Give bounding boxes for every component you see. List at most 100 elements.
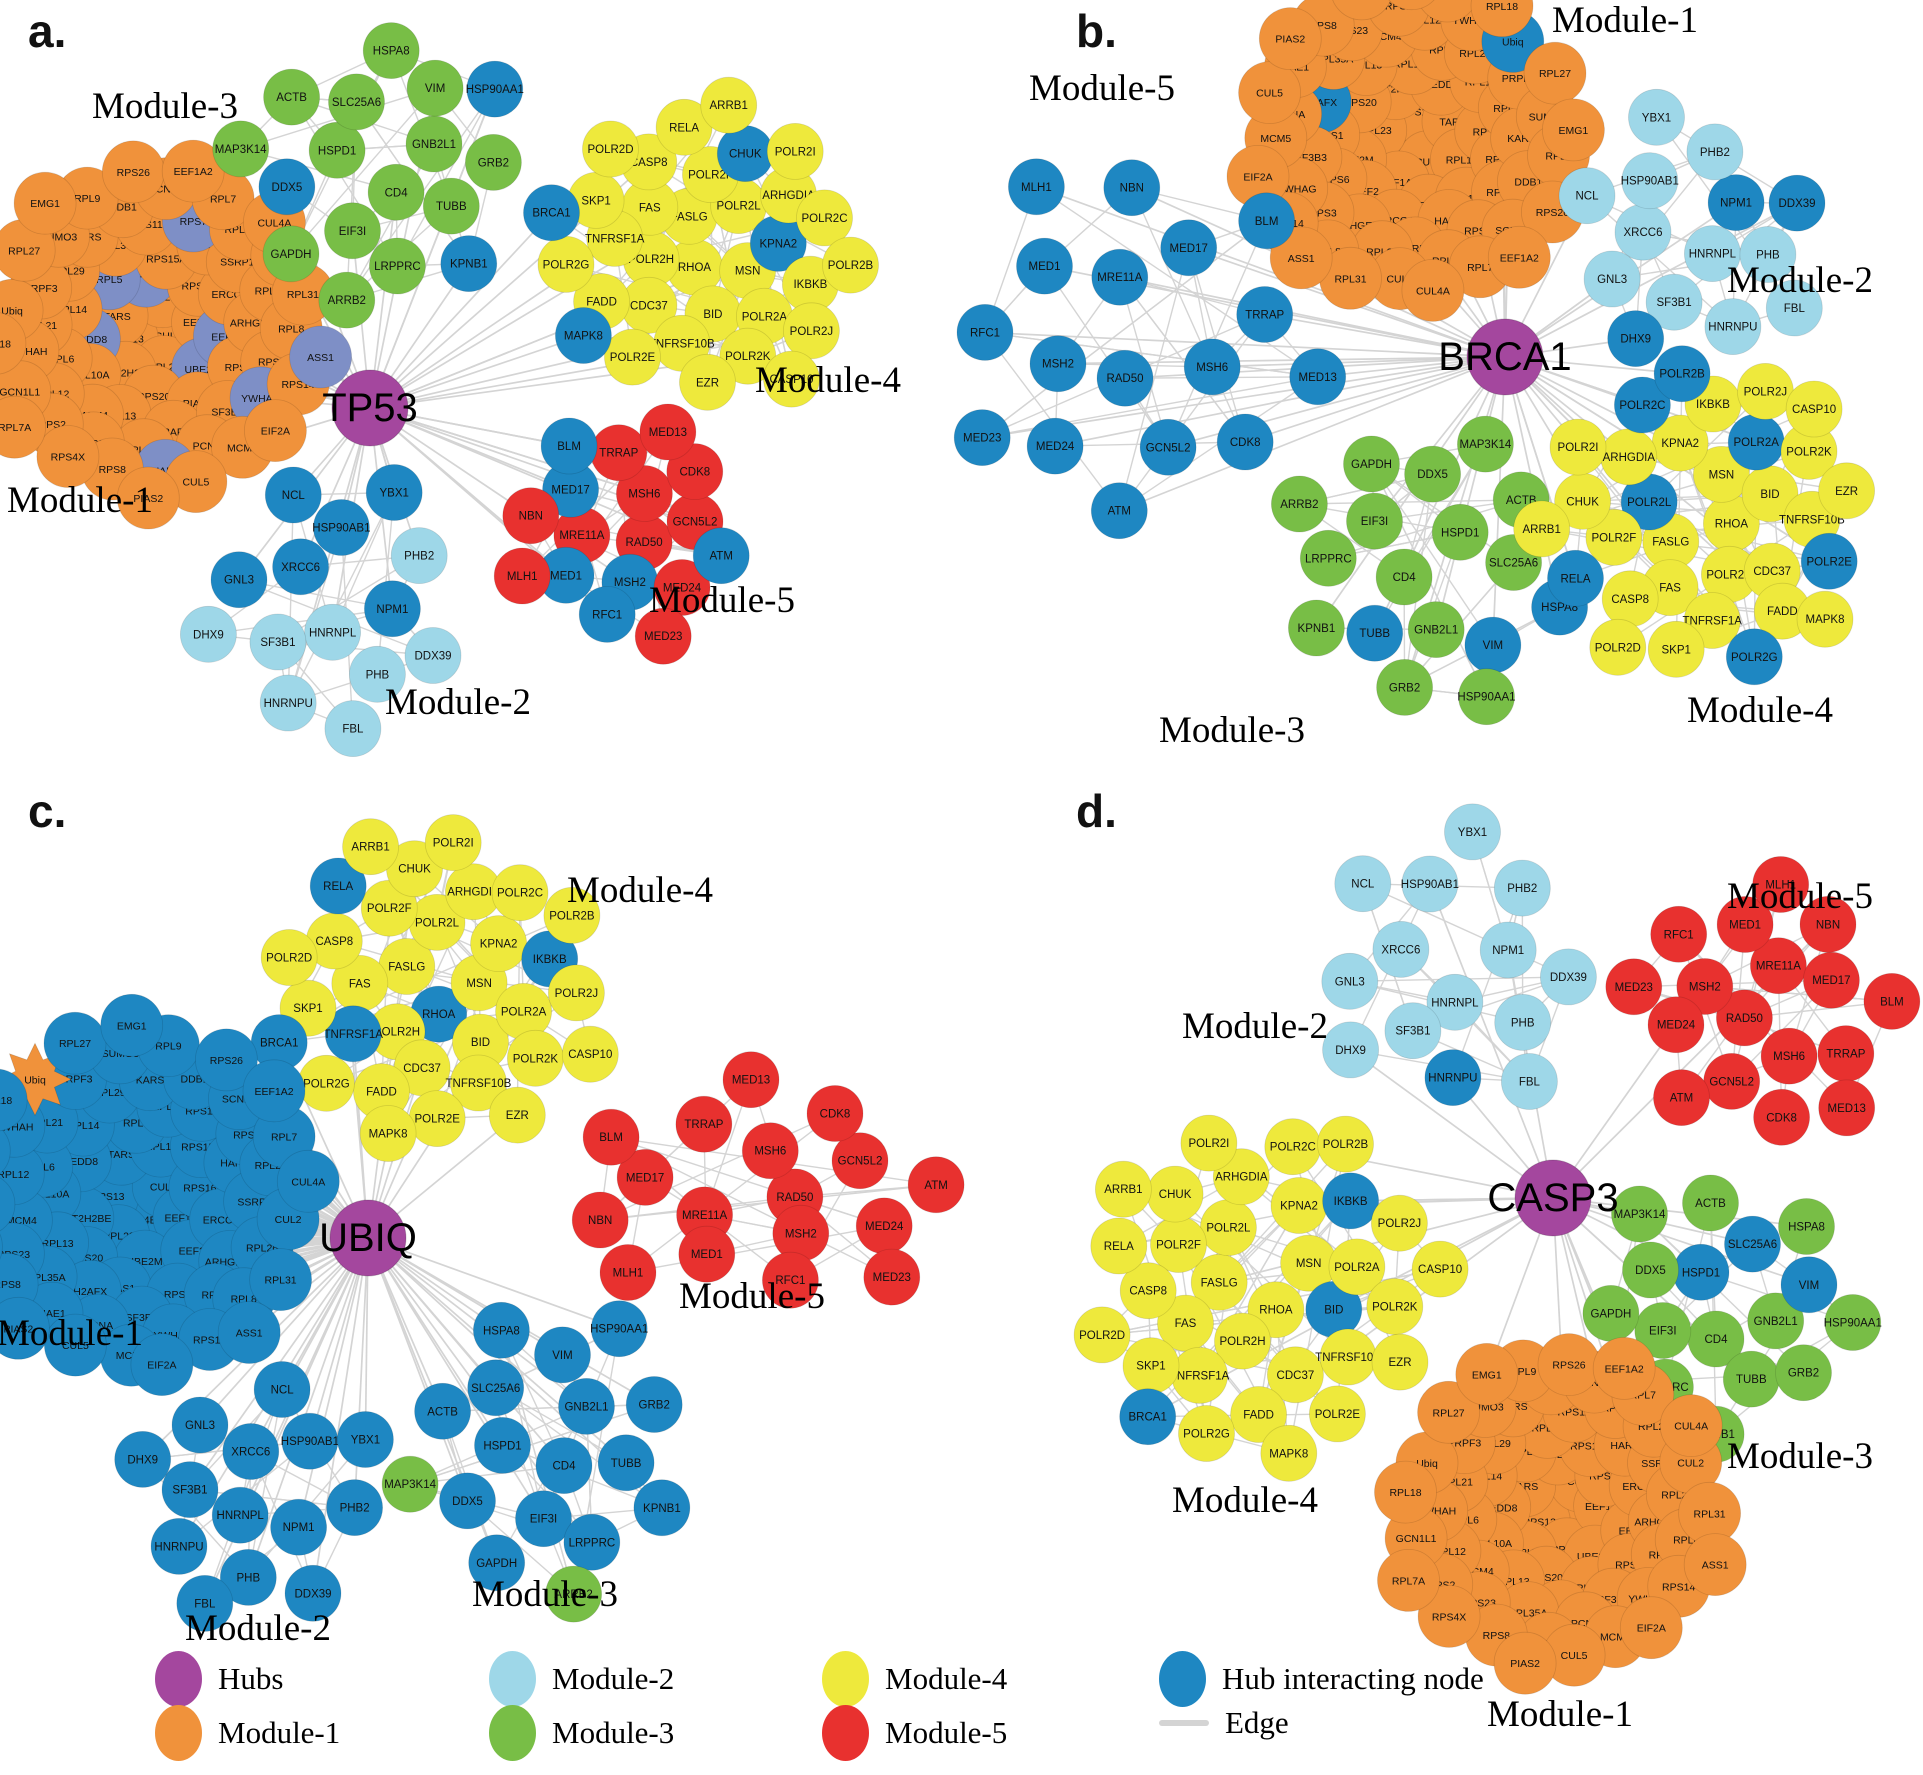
node-label: MED23 [963,433,1001,445]
node-label: POLR2J [555,988,598,1000]
node-label: TNFRSF10B [1779,514,1845,526]
nodes: RHOA FASLG MSN POLR2H POLR2L BID FAS KPNA2 CDC37… [0,814,965,1632]
node-CDK8: CDK8 [1753,1088,1810,1146]
node-label: PHB [1756,250,1780,262]
node-label: SF3B1 [1657,297,1692,309]
node-CASP8: CASP8 [1601,570,1659,628]
legend-color-swatch [155,1651,202,1707]
node-label: KPNB1 [1298,623,1336,635]
node-MLH1: MLH1 [1752,856,1810,913]
node-label: RPS20 [1344,97,1377,109]
node-label: POLR2H [1219,1336,1265,1348]
node-POLR2B: POLR2B [1317,1115,1374,1173]
node-NCL: NCL [264,466,322,524]
node-label: RPL7 [210,194,236,206]
node-label: RPS26 [117,167,150,179]
module-label-module-1: Module-1 [1487,1694,1633,1735]
node-TUBB: TUBB [597,1434,655,1492]
node-label: FAS [639,202,661,214]
node-POLR2F: POLR2F [1585,509,1643,566]
node-label: MAP3K14 [1614,1209,1666,1221]
node-ARRB2: ARRB2 [318,271,376,329]
node-HSP90AB1: HSP90AB1 [1621,152,1679,210]
node-label: BID [703,309,722,321]
node-DHX9: DHX9 [1322,1021,1379,1079]
node-NBN: NBN [502,487,560,545]
node-label: KARS [136,1075,165,1087]
node-label: EEF1A2 [1500,252,1539,264]
node-RPL18: RPL18 [1374,1460,1437,1524]
node-label: POLR2L [415,917,460,929]
node-CUL5: CUL5 [164,450,228,514]
node-VIM: VIM [1464,616,1522,674]
node-ARRB1: ARRB1 [342,818,400,876]
node-label: GRB2 [639,1400,670,1412]
node-label: CUL2 [1677,1457,1704,1469]
node-label: TNFRSF10B [445,1078,511,1090]
node-MAPK8: MAPK8 [555,307,612,364]
node-RELA: RELA [655,98,713,156]
node-label: EIF2A [147,1360,176,1372]
node-EIF2A: EIF2A [243,399,307,463]
node-label: POLR2E [610,352,656,364]
node-label: MED23 [1615,982,1653,994]
node-HSPD1: HSPD1 [1672,1243,1730,1301]
node-label: NCL [1351,879,1375,891]
node-label: DHX9 [127,1454,158,1466]
node-PIAS2: PIAS2 [1493,1631,1557,1695]
node-BID: BID [1305,1281,1363,1338]
node-VIM: VIM [406,59,464,117]
node-MRE11A: MRE11A [1091,248,1149,306]
node-label: RPL7 [1467,262,1493,274]
node-label: ATM [924,1180,947,1192]
module-label-module-5: Module-5 [649,580,795,621]
node-NPM1: NPM1 [1707,174,1765,232]
node-label: RFC1 [775,1275,805,1287]
node-label: CASP8 [1611,594,1649,606]
node-label: HSP90AB1 [1401,879,1459,891]
node-TNFRSF10B: TNFRSF10B [445,1054,512,1112]
node-MSH6: MSH6 [741,1122,799,1180]
node-EIF3I: EIF3I [1346,492,1403,550]
node-KPNA2: KPNA2 [1270,1177,1328,1234]
node-HNRNPL: HNRNPL [1684,225,1741,283]
node-label: MRE11A [1097,272,1142,284]
node-RELA: RELA [309,857,367,915]
node-label: POLR2J [1744,386,1787,398]
node-label: KPNA2 [1280,1201,1318,1213]
node-RPS4X: RPS4X [1417,1585,1481,1648]
node-MED24: MED24 [1026,417,1084,475]
node-CASP10: CASP10 [1785,380,1843,438]
module-label-module-4: Module-4 [1687,690,1833,731]
node-HNRNPL: HNRNPL [211,1486,269,1544]
node-DDX39: DDX39 [1540,948,1597,1006]
node-GNL3: GNL3 [1321,952,1379,1010]
node-label: DHX9 [1335,1045,1366,1057]
node-HNRNPU: HNRNPU [1424,1049,1482,1106]
node-MED23: MED23 [634,607,692,665]
node-DDX39: DDX39 [404,627,462,684]
node-label: POLR2D [587,144,633,156]
node-label: MED17 [551,484,589,496]
node-CUL5: CUL5 [44,1313,107,1377]
legend-item-edge: Edge [1159,1705,1289,1741]
node-MAP3K14: MAP3K14 [381,1455,439,1513]
node-GCN5L2: GCN5L2 [1139,418,1197,476]
node-MED13: MED13 [722,1051,780,1109]
node-ASS1: ASS1 [1269,226,1333,290]
node-label: DDX5 [452,1496,483,1508]
node-POLR2G: POLR2G [1725,628,1783,686]
hub-label: UBIQ [319,1216,417,1260]
legend-item-module-5: Module-5 [822,1705,1007,1761]
node-label: EIF3I [339,226,366,238]
node-HSPA8: HSPA8 [472,1301,530,1359]
node-label: HSPD1 [483,1440,521,1452]
node-SLC25A6: SLC25A6 [467,1359,525,1417]
node-label: POLR2A [1334,1262,1380,1274]
node-label: RPS4X [51,452,85,464]
node-HSP90AA1: HSP90AA1 [1457,668,1516,726]
node-PHB: PHB [348,645,406,703]
node-NCL: NCL [253,1361,311,1418]
node-label: TNFRSF1A [323,1029,383,1041]
node-label: RPL27 [8,245,40,257]
